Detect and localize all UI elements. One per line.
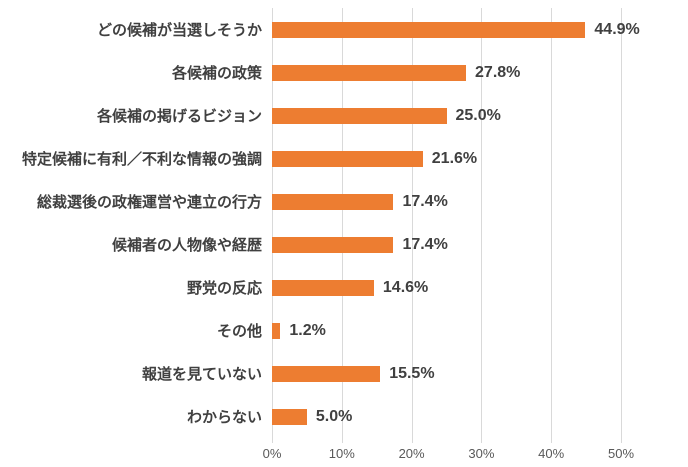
bar-row: 各候補の政策 27.8% bbox=[0, 51, 688, 94]
value-label: 5.0% bbox=[315, 407, 353, 425]
value-label: 44.9% bbox=[594, 20, 640, 38]
bar-row: わからない 5.0% bbox=[0, 395, 688, 438]
bar-row: どの候補が当選しそうか 44.9% bbox=[0, 8, 688, 51]
category-label: 候補者の人物像や経歴 bbox=[111, 237, 262, 254]
bar bbox=[272, 64, 467, 81]
gridline bbox=[272, 8, 273, 443]
bar bbox=[272, 322, 281, 339]
category-label: 各候補の政策 bbox=[171, 65, 262, 82]
gridline bbox=[481, 8, 483, 443]
bar-track: 21.6% bbox=[272, 137, 621, 180]
x-tick-label: 0% bbox=[262, 446, 282, 461]
value-label: 25.0% bbox=[455, 106, 501, 124]
bar bbox=[272, 365, 381, 382]
value-label: 17.4% bbox=[402, 192, 448, 210]
bar-row: 各候補の掲げるビジョン 25.0% bbox=[0, 94, 688, 137]
bar bbox=[272, 150, 423, 167]
bar-row: 野党の反応 14.6% bbox=[0, 266, 688, 309]
value-label: 1.2% bbox=[289, 321, 326, 339]
bar-track: 15.5% bbox=[272, 352, 621, 395]
bar-track: 44.9% bbox=[272, 8, 640, 51]
bar-row: その他 1.2% bbox=[0, 309, 688, 352]
bar-row: 報道を見ていない 15.5% bbox=[0, 352, 688, 395]
bar-track: 17.4% bbox=[272, 223, 621, 266]
bar-track: 1.2% bbox=[272, 309, 621, 352]
x-tick-label: 20% bbox=[398, 446, 425, 461]
bar-row: 総裁選後の政権運営や連立の行方 17.4% bbox=[0, 180, 688, 223]
gridline bbox=[341, 8, 343, 443]
x-tick-label: 40% bbox=[538, 446, 565, 461]
bar bbox=[272, 279, 374, 296]
category-label: 各候補の掲げるビジョン bbox=[96, 108, 262, 125]
x-tick-label: 10% bbox=[328, 446, 355, 461]
x-tick-label: 30% bbox=[468, 446, 495, 461]
bar bbox=[272, 408, 307, 425]
gridline bbox=[411, 8, 413, 443]
x-tick-label: 50% bbox=[607, 446, 635, 461]
bar-track: 14.6% bbox=[272, 266, 621, 309]
bar-track: 25.0% bbox=[272, 94, 621, 137]
x-axis: 0% 10% 20% 30% 40% 50% bbox=[263, 446, 634, 464]
bar bbox=[272, 193, 394, 210]
bar-track: 27.8% bbox=[272, 51, 621, 94]
category-label: その他 bbox=[216, 323, 262, 340]
value-label: 21.6% bbox=[431, 149, 478, 167]
value-label: 14.6% bbox=[382, 278, 429, 296]
bar bbox=[272, 236, 394, 253]
category-label: 特定候補に有利／不利な情報の強調 bbox=[21, 151, 262, 168]
category-label: わからない bbox=[186, 409, 262, 426]
value-label: 17.4% bbox=[402, 235, 448, 253]
category-label: 報道を見ていない bbox=[141, 366, 262, 383]
bar-track: 17.4% bbox=[272, 180, 621, 223]
value-label: 27.8% bbox=[475, 63, 521, 81]
bar-track: 5.0% bbox=[272, 395, 621, 438]
bar bbox=[272, 107, 447, 124]
gridline bbox=[551, 8, 553, 443]
category-label: 野党の反応 bbox=[186, 280, 262, 297]
value-label: 15.5% bbox=[389, 364, 435, 382]
bar-row: 特定候補に有利／不利な情報の強調 21.6% bbox=[0, 137, 688, 180]
plot-area bbox=[272, 8, 622, 443]
bar-row: 候補者の人物像や経歴 17.4% bbox=[0, 223, 688, 266]
bar bbox=[272, 21, 586, 38]
category-label: 総裁選後の政権運営や連立の行方 bbox=[36, 194, 262, 211]
gridline bbox=[621, 8, 622, 443]
bar-rows: どの候補が当選しそうか 44.9% 各候補の政策 27.8% 各候補の掲げるビジョン 25… bbox=[0, 8, 688, 438]
category-label: どの候補が当選しそうか bbox=[96, 22, 262, 39]
